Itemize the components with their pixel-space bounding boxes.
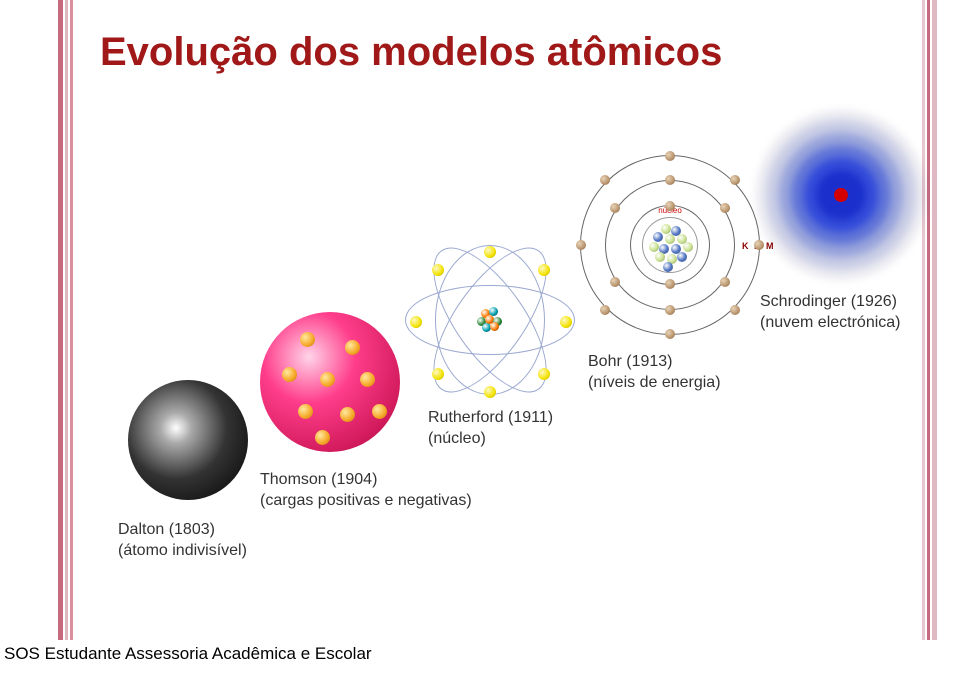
thomson-electron bbox=[340, 407, 355, 422]
rutherford-electron bbox=[538, 264, 550, 276]
footer-text: SOS Estudante Assessoria Acadêmica e Esc… bbox=[4, 644, 372, 664]
bohr-electron bbox=[665, 151, 675, 161]
thomson-electron bbox=[360, 372, 375, 387]
model-desc: (níveis de energia) bbox=[588, 373, 721, 394]
thomson-label: Thomson (1904) (cargas positivas e negat… bbox=[260, 470, 472, 512]
bohr-electron bbox=[665, 201, 675, 211]
stripe bbox=[927, 0, 930, 640]
model-name: Bohr (1913) bbox=[588, 352, 721, 373]
thomson-electron bbox=[298, 404, 313, 419]
rutherford-orbit bbox=[435, 245, 545, 395]
bohr-label: Bohr (1913) (níveis de energia) bbox=[588, 352, 721, 394]
rutherford-label: Rutherford (1911) (núcleo) bbox=[428, 408, 553, 450]
stripe bbox=[65, 0, 68, 640]
schrodinger-core bbox=[834, 188, 848, 202]
bohr-electron bbox=[600, 175, 610, 185]
schrodinger-label: Schrodinger (1926) (nuvem electrónica) bbox=[760, 292, 901, 334]
page-title: Evolução dos modelos atômicos bbox=[100, 30, 722, 75]
model-rutherford bbox=[400, 240, 580, 400]
bohr-electron bbox=[665, 279, 675, 289]
thomson-electron bbox=[315, 430, 330, 445]
schrodinger-diagram bbox=[756, 110, 926, 280]
rutherford-electron bbox=[484, 386, 496, 398]
model-thomson bbox=[260, 312, 400, 452]
stripe bbox=[58, 0, 63, 640]
model-desc: (núcleo) bbox=[428, 429, 553, 450]
bohr-diagram: núcleo KLM bbox=[570, 145, 770, 345]
bohr-electron bbox=[665, 305, 675, 315]
model-dalton bbox=[128, 380, 248, 500]
dalton-sphere bbox=[128, 380, 248, 500]
stripe bbox=[922, 0, 925, 640]
border-left bbox=[58, 0, 73, 640]
bohr-electron bbox=[610, 277, 620, 287]
rutherford-electron bbox=[538, 368, 550, 380]
thomson-electron bbox=[320, 372, 335, 387]
thomson-electron bbox=[345, 340, 360, 355]
model-bohr: núcleo KLM bbox=[570, 145, 770, 345]
bohr-electron bbox=[720, 203, 730, 213]
bohr-electron bbox=[610, 203, 620, 213]
border-right bbox=[922, 0, 937, 640]
thomson-electron bbox=[300, 332, 315, 347]
thomson-electron bbox=[372, 404, 387, 419]
thomson-electron bbox=[282, 367, 297, 382]
rutherford-electron bbox=[410, 316, 422, 328]
bohr-electron bbox=[576, 240, 586, 250]
model-schrodinger bbox=[756, 110, 926, 280]
model-name: Dalton (1803) bbox=[118, 520, 247, 541]
bohr-electron bbox=[665, 329, 675, 339]
stripe bbox=[70, 0, 73, 640]
model-name: Schrodinger (1926) bbox=[760, 292, 901, 313]
stripe bbox=[932, 0, 937, 640]
rutherford-diagram bbox=[400, 240, 580, 400]
model-desc: (nuvem electrónica) bbox=[760, 313, 901, 334]
dalton-label: Dalton (1803) (átomo indivisível) bbox=[118, 520, 247, 562]
model-name: Thomson (1904) bbox=[260, 470, 472, 491]
bohr-electron bbox=[720, 277, 730, 287]
thomson-sphere bbox=[260, 312, 400, 452]
model-desc: (átomo indivisível) bbox=[118, 541, 247, 562]
bohr-electron bbox=[665, 175, 675, 185]
model-desc: (cargas positivas e negativas) bbox=[260, 491, 472, 512]
rutherford-electron bbox=[484, 246, 496, 258]
bohr-electron bbox=[730, 175, 740, 185]
model-name: Rutherford (1911) bbox=[428, 408, 553, 429]
rutherford-electron bbox=[432, 368, 444, 380]
bohr-electron bbox=[730, 305, 740, 315]
bohr-shell-label: K bbox=[742, 241, 749, 251]
rutherford-electron bbox=[432, 264, 444, 276]
bohr-electron bbox=[600, 305, 610, 315]
